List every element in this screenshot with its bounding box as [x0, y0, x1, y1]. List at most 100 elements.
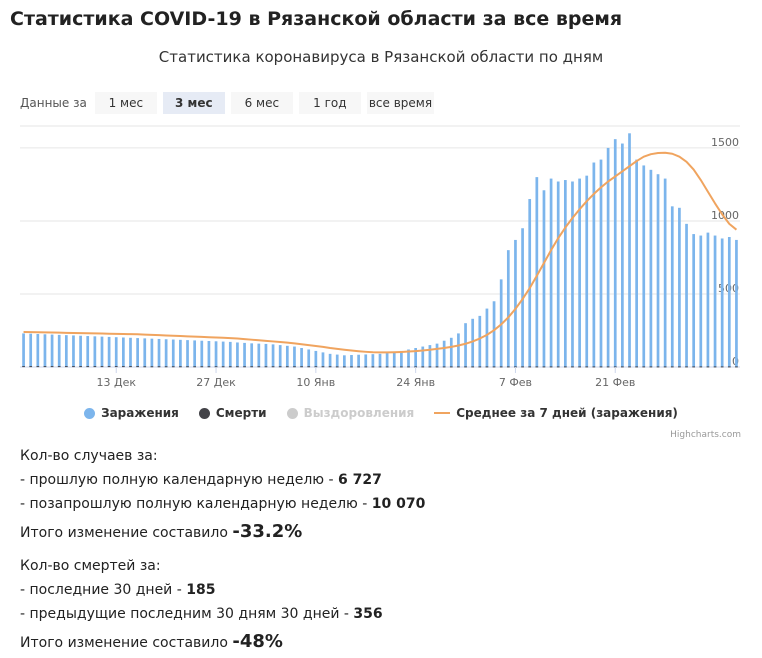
infection-bar	[592, 162, 596, 367]
infection-bar	[506, 250, 510, 367]
legend-dot-icon	[198, 407, 210, 419]
range-button-1-month[interactable]: 1 мес	[94, 92, 157, 114]
death-bar	[628, 366, 631, 368]
legend-item-recoveries[interactable]: Выздоровления	[286, 406, 415, 420]
infection-bar	[621, 143, 624, 367]
stat-value: -48%	[232, 631, 283, 652]
infection-bar	[735, 239, 738, 367]
range-button-1-year[interactable]: 1 год	[298, 92, 361, 114]
infection-bar	[250, 343, 254, 367]
death-bar	[243, 366, 246, 368]
death-bar	[713, 366, 717, 368]
death-bar	[335, 366, 339, 368]
stat-value: -33.2%	[232, 521, 303, 542]
legend-dot-icon	[84, 407, 96, 419]
range-button-6-months[interactable]: 6 мес	[230, 92, 293, 114]
infection-bar	[143, 338, 147, 367]
legend-line-icon	[434, 412, 451, 414]
infection-bar	[421, 346, 425, 367]
infection-bar	[236, 342, 239, 367]
death-bar	[278, 366, 282, 368]
range-button-3-months[interactable]: 3 мес	[162, 92, 225, 114]
stat-label: - последние 30 дней -	[20, 582, 187, 598]
infection-bar	[599, 159, 603, 367]
chart-legend: Заражения Смерти Выздоровления Среднее з…	[0, 406, 762, 420]
infection-bar	[79, 335, 82, 367]
death-bar	[257, 366, 261, 368]
infection-bar	[371, 354, 375, 367]
infection-bar	[378, 353, 382, 367]
death-bar	[186, 366, 189, 368]
infection-bar	[43, 334, 47, 367]
death-bar	[606, 366, 610, 368]
infection-bar	[221, 341, 225, 367]
death-bar	[613, 366, 617, 368]
infection-bar	[478, 315, 482, 367]
infection-bar	[300, 348, 303, 367]
death-bar	[371, 366, 375, 368]
cases-heading: Кол-во случаев за:	[20, 448, 158, 464]
death-bar	[136, 366, 139, 368]
death-bar	[150, 366, 154, 368]
death-bar	[735, 366, 738, 368]
infection-bar	[50, 334, 54, 367]
infection-bar	[471, 318, 475, 367]
stats-summary: Кол-во случаев за: - прошлую полную кале…	[20, 444, 425, 654]
infection-bar	[699, 235, 703, 367]
death-bar	[592, 366, 596, 368]
legend-label: Выздоровления	[303, 406, 415, 420]
death-bar	[221, 366, 225, 368]
infection-bar	[100, 336, 104, 367]
infection-bar	[549, 178, 553, 367]
infection-bar	[442, 340, 446, 367]
death-bar	[435, 366, 439, 368]
stat-value: 6 727	[338, 472, 382, 488]
legend-item-deaths[interactable]: Смерти	[198, 406, 267, 420]
death-bar	[385, 366, 389, 368]
death-bar	[599, 366, 603, 368]
infection-bar	[57, 334, 61, 367]
highcharts-credits-link[interactable]: Highcharts.com	[670, 430, 741, 440]
infection-bar	[392, 352, 396, 367]
death-bar	[428, 366, 432, 368]
death-bar	[179, 366, 182, 368]
legend-dot-icon	[286, 407, 298, 419]
x-tick-label: 13 Дек	[96, 376, 136, 389]
infection-bar	[36, 333, 40, 367]
death-bar	[578, 366, 581, 368]
infection-bar	[663, 178, 667, 367]
death-bar	[50, 366, 54, 368]
infection-bar	[293, 346, 296, 367]
death-bar	[563, 366, 567, 368]
death-bar	[300, 366, 303, 368]
legend-item-7day-average[interactable]: Среднее за 7 дней (заражения)	[434, 406, 678, 420]
infection-bar	[307, 349, 311, 367]
death-bar	[492, 366, 496, 368]
death-bar	[457, 366, 460, 368]
death-bar	[64, 366, 68, 368]
infection-bar	[243, 342, 246, 367]
range-button-all-time[interactable]: все время	[366, 92, 435, 114]
death-bar	[164, 366, 168, 368]
infection-bar	[578, 178, 581, 367]
death-bar	[271, 366, 275, 368]
death-bar	[29, 366, 33, 368]
death-bar	[506, 366, 510, 368]
death-bar	[100, 366, 104, 368]
death-bar	[236, 366, 239, 368]
infection-bar	[29, 333, 33, 367]
infection-bar	[649, 169, 653, 367]
infection-bar	[186, 340, 189, 367]
infection-bar	[278, 345, 282, 367]
death-bar	[514, 366, 517, 368]
death-bar	[621, 366, 624, 368]
infection-bar	[720, 238, 724, 367]
chart-title: Статистика коронавируса в Рязанской обла…	[158, 48, 604, 66]
death-bar	[343, 366, 346, 368]
infection-bar	[335, 354, 339, 367]
infection-bar	[385, 353, 389, 367]
infection-bar	[635, 159, 638, 367]
infection-bar	[285, 345, 289, 367]
legend-item-infections[interactable]: Заражения	[84, 406, 179, 420]
infection-bar	[656, 174, 660, 367]
